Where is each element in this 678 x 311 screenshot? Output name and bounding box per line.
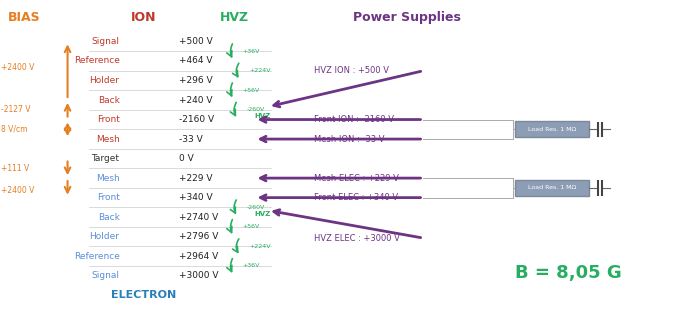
Text: BIAS: BIAS [8,11,41,24]
Text: Front ELEC : +340 V: Front ELEC : +340 V [314,193,398,202]
Text: HVZ: HVZ [255,211,271,216]
Text: Mesh: Mesh [96,174,119,183]
Text: +2400 V: +2400 V [1,187,35,195]
Text: +500 V: +500 V [179,37,213,46]
Text: 0 V: 0 V [179,154,194,163]
Text: +2740 V: +2740 V [179,213,218,222]
Text: +340 V: +340 V [179,193,213,202]
Text: +3000 V: +3000 V [179,271,218,280]
Text: Power Supplies: Power Supplies [353,11,460,24]
Text: Mesh: Mesh [96,135,119,144]
Text: +240 V: +240 V [179,95,212,104]
Text: +229 V: +229 V [179,174,212,183]
Text: HVZ ELEC : +3000 V: HVZ ELEC : +3000 V [314,234,400,243]
Text: Holder: Holder [89,76,119,85]
Text: +36V: +36V [243,263,260,268]
Text: -260V: -260V [247,205,264,210]
Text: +2400 V: +2400 V [1,63,35,72]
Text: +56V: +56V [243,225,260,230]
Text: +56V: +56V [243,88,260,93]
Text: +224V: +224V [250,244,271,249]
FancyBboxPatch shape [515,121,589,137]
Text: Back: Back [98,213,119,222]
Text: Holder: Holder [89,232,119,241]
Text: HVZ ION : +500 V: HVZ ION : +500 V [314,66,389,75]
Text: ION: ION [130,11,156,24]
Text: HVZ: HVZ [220,11,249,24]
FancyBboxPatch shape [515,180,589,196]
Text: Back: Back [98,95,119,104]
Text: Load Res. 1 MΩ: Load Res. 1 MΩ [527,185,576,190]
Text: HVZ: HVZ [255,113,271,119]
Text: -260V: -260V [247,107,264,112]
Text: Mesh ION : -33 V: Mesh ION : -33 V [314,135,384,144]
Text: -33 V: -33 V [179,135,203,144]
Text: Reference: Reference [74,252,119,261]
Text: Front: Front [97,115,119,124]
Text: -2160 V: -2160 V [179,115,214,124]
Text: +2964 V: +2964 V [179,252,218,261]
Text: +36V: +36V [243,49,260,54]
Text: +224V: +224V [250,68,271,73]
Text: 8 V/cm: 8 V/cm [1,125,28,134]
Text: Signal: Signal [92,271,119,280]
Text: Mesh ELEC : +229 V: Mesh ELEC : +229 V [314,174,399,183]
Text: +2796 V: +2796 V [179,232,218,241]
Text: +111 V: +111 V [1,164,30,173]
Text: Load Res. 1 MΩ: Load Res. 1 MΩ [527,127,576,132]
Text: Target: Target [92,154,119,163]
Text: Reference: Reference [74,57,119,66]
Text: Signal: Signal [92,37,119,46]
Text: ELECTRON: ELECTRON [111,290,176,300]
Text: B = 8,05 G: B = 8,05 G [515,264,622,282]
Text: +296 V: +296 V [179,76,213,85]
Text: Front: Front [97,193,119,202]
Text: +464 V: +464 V [179,57,212,66]
Text: Front ION : -2160 V: Front ION : -2160 V [314,115,394,124]
Text: -2127 V: -2127 V [1,105,31,114]
